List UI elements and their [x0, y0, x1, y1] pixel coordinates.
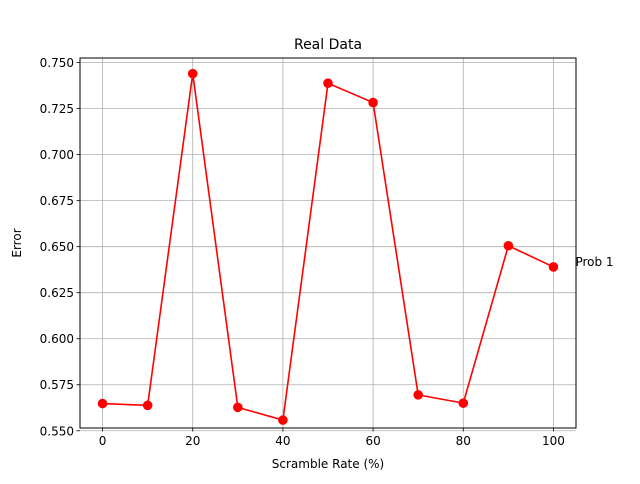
data-point	[187, 68, 198, 79]
data-point	[368, 97, 378, 108]
data-point	[97, 398, 108, 409]
annotations: Prob 1	[575, 255, 613, 269]
y-axis-label: Error	[10, 228, 24, 257]
x-tick-label: 20	[185, 434, 200, 448]
x-tick-label: 100	[542, 434, 565, 448]
x-tick-label: 60	[365, 434, 380, 448]
y-tick-label: 0.650	[40, 240, 74, 254]
data-point	[233, 402, 243, 413]
y-tick-label: 0.625	[40, 286, 74, 300]
series-annotation: Prob 1	[575, 255, 613, 269]
y-axis-ticks: 0.550 0.575 0.600 0.625 0.650 0.675 0.700 0.725…	[40, 56, 80, 438]
series-layer	[97, 68, 559, 425]
data-point	[278, 415, 288, 425]
data-point	[503, 240, 514, 251]
plot-frame	[79, 57, 577, 429]
y-tick-label: 0.700	[40, 148, 74, 162]
x-tick-label: 40	[275, 434, 290, 448]
y-tick-label: 0.675	[40, 194, 74, 208]
y-tick-label: 0.575	[40, 378, 74, 392]
data-point	[323, 78, 333, 89]
data-point	[458, 398, 469, 408]
grid	[80, 58, 576, 432]
data-point	[548, 262, 559, 272]
x-tick-label: 80	[456, 434, 471, 448]
data-point	[142, 400, 153, 411]
y-tick-label: 0.725	[40, 102, 74, 116]
y-tick-label: 0.550	[40, 424, 74, 438]
y-tick-label: 0.600	[40, 332, 74, 346]
x-axis-label: Scramble Rate (%)	[272, 457, 384, 471]
chart-title: Real Data	[294, 37, 362, 53]
x-axis-ticks: 0 20 40 60 80 100	[99, 428, 565, 448]
x-tick-label: 0	[99, 434, 107, 448]
data-point	[413, 390, 423, 400]
y-tick-label: 0.750	[40, 56, 74, 70]
